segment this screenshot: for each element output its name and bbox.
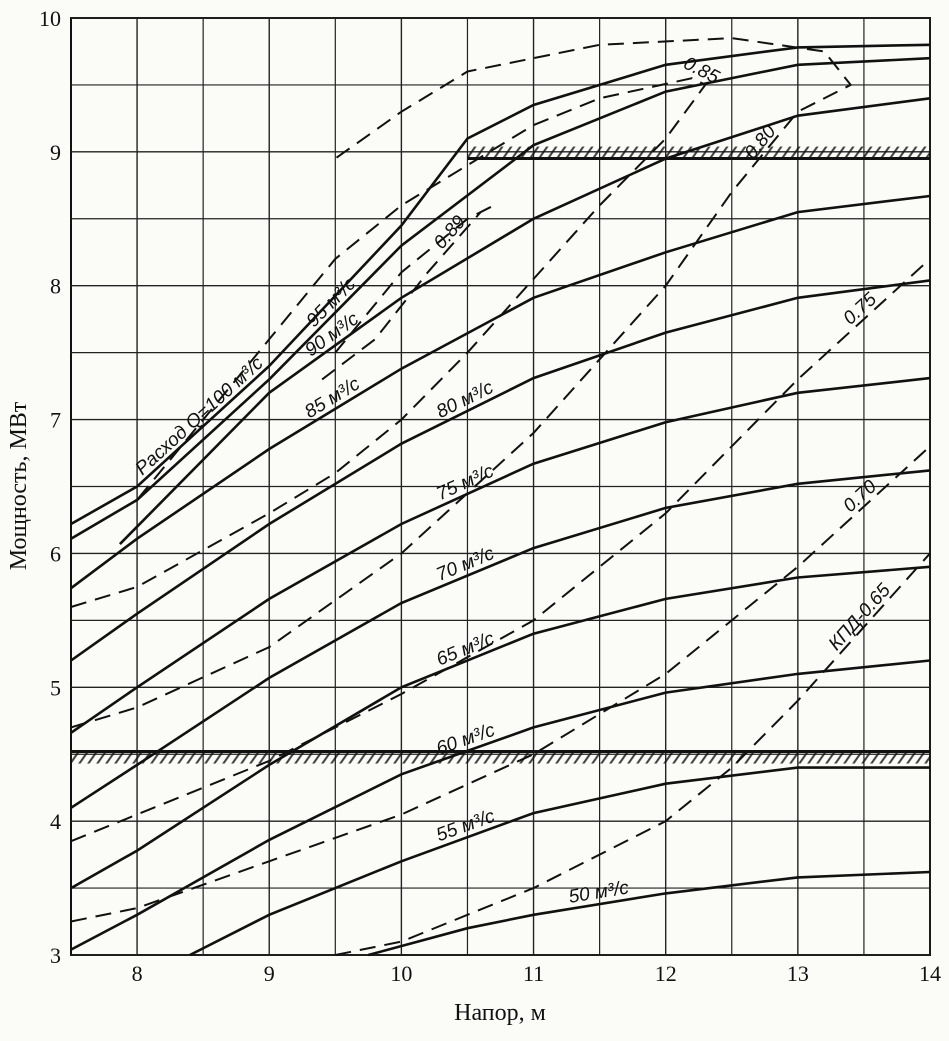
curve-label: 75 м³/с <box>433 461 497 505</box>
x-tick-label: 13 <box>787 961 809 986</box>
x-tick-label: 9 <box>264 961 275 986</box>
flow-curve <box>70 194 931 590</box>
y-tick-label: 7 <box>50 408 61 433</box>
flow-curve <box>118 97 931 546</box>
curve-label: 70 м³/с <box>433 543 497 586</box>
flow-curve <box>367 870 931 957</box>
y-tick-label: 10 <box>39 6 61 31</box>
efficiency-curve <box>70 258 931 843</box>
x-tick-label: 12 <box>655 961 677 986</box>
curve-label: КПД-0.65 <box>825 580 895 655</box>
efficiency-curve <box>70 77 707 608</box>
efficiency-curve <box>321 204 495 381</box>
flow-curve <box>70 56 931 540</box>
limit-hatch <box>467 146 930 159</box>
y-tick-label: 4 <box>50 809 61 834</box>
efficiency-curve <box>70 445 931 923</box>
flow-curve <box>70 43 931 526</box>
flow-curve <box>189 766 930 957</box>
x-tick-label: 10 <box>390 961 412 986</box>
y-tick-label: 6 <box>50 541 61 566</box>
flow-curve <box>70 469 931 809</box>
x-tick-label: 11 <box>523 961 544 986</box>
plot: 50 м³/с55 м³/с60 м³/с65 м³/с70 м³/с75 м³… <box>70 37 931 957</box>
curve-label: 55 м³/с <box>434 806 499 847</box>
flow-curve <box>70 565 931 890</box>
y-axis-label: Мощность, МВт <box>6 401 32 570</box>
x-tick-label: 14 <box>919 961 941 986</box>
y-tick-label: 8 <box>50 274 61 299</box>
curve-label: 80 м³/с <box>433 377 497 423</box>
x-axis-label: Напор, м <box>454 1000 546 1026</box>
efficiency-curve <box>335 552 931 956</box>
efficiency-curve <box>70 37 853 729</box>
flow-curve <box>70 279 931 662</box>
y-tick-label: 5 <box>50 675 61 700</box>
y-tick-label: 3 <box>50 943 61 968</box>
y-tick-label: 9 <box>50 140 61 165</box>
x-tick-label: 8 <box>132 961 143 986</box>
flow-curve <box>70 659 931 951</box>
curve-label: 65 м³/с <box>433 628 497 670</box>
limit-hatch <box>71 751 930 764</box>
